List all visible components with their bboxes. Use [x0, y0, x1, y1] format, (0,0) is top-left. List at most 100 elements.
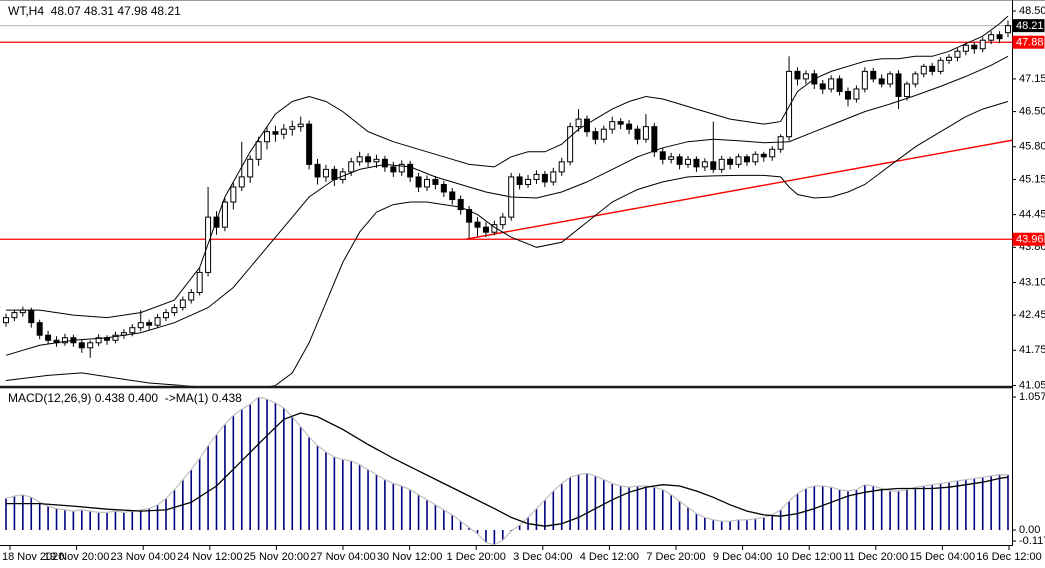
bull-candle-body [912, 73, 919, 85]
bull-candle-body [954, 50, 961, 58]
macd-axis-label: -0.117 [1019, 535, 1045, 547]
candle [912, 71, 919, 88]
bear-candle-body [415, 176, 422, 188]
bull-candle-body [297, 123, 304, 128]
bear-candle-body [693, 158, 700, 168]
bull-candle-body [802, 73, 809, 80]
candle [390, 161, 397, 177]
candle [432, 175, 439, 190]
candle [264, 126, 271, 150]
bear-candle-body [634, 128, 641, 140]
candle [567, 122, 574, 166]
bear-candle-body [760, 153, 767, 158]
candle [903, 81, 910, 101]
candle [1004, 20, 1011, 38]
candle [297, 116, 304, 132]
candle [979, 37, 986, 53]
bear-candle-body [306, 123, 313, 165]
bull-candle-body [179, 299, 186, 309]
price-axis[interactable] [1012, 0, 1045, 546]
candle [887, 71, 894, 88]
candle [836, 75, 843, 96]
bear-candle-body [878, 78, 885, 85]
candle [449, 187, 456, 205]
candle [954, 48, 961, 62]
bear-candle-body [449, 191, 456, 201]
trend-line [465, 139, 1012, 240]
bear-candle-body [390, 166, 397, 173]
candle [3, 313, 9, 327]
candle [45, 330, 52, 345]
time-axis-label: 19 Nov 20:00 [44, 551, 109, 563]
candle [710, 121, 717, 173]
candle [322, 164, 329, 182]
macd-info-label: MACD(12,26,9) 0.438 0.400 ->MA(1) 0.438 [8, 391, 242, 405]
bull-candle-body [255, 141, 262, 160]
price-axis-label: 43.10 [1019, 276, 1045, 288]
bull-candle-body [348, 161, 355, 173]
macd-axis-label: 1.057 [1019, 391, 1045, 403]
bear-candle-body [213, 216, 220, 228]
bear-candle-body [819, 83, 826, 90]
bear-candle-body [845, 90, 851, 100]
bull-candle-body [786, 70, 793, 138]
current-price-badge: 48.21 [1012, 19, 1045, 33]
candle [550, 167, 557, 186]
bull-candle-body [289, 126, 296, 130]
macd-axis-label: 0.00 [1019, 524, 1040, 536]
candle [306, 120, 313, 170]
candle [541, 170, 548, 187]
bull-candle-body [937, 59, 944, 72]
candle [853, 85, 860, 103]
candle [777, 134, 784, 153]
bear-candle-body [314, 163, 321, 178]
bull-candle-body [979, 39, 986, 50]
bear-candle-body [870, 70, 877, 80]
bull-candle-body [946, 56, 953, 61]
candle [221, 198, 228, 232]
candle [558, 157, 565, 176]
price-axis-label: 44.45 [1019, 209, 1045, 221]
bull-candle-body [398, 163, 405, 173]
candle [861, 67, 868, 93]
candle [878, 74, 885, 88]
bear-candle-body [432, 178, 439, 185]
time-axis[interactable] [0, 546, 1045, 568]
candle [188, 288, 195, 304]
bull-candle-body [87, 342, 94, 349]
candle [314, 158, 321, 185]
bull-candle-body [668, 156, 675, 160]
bollinger-middle-band [5, 55, 1009, 356]
bear-candle-body [996, 34, 1003, 40]
candle [230, 182, 237, 210]
bear-candle-body [971, 44, 978, 50]
bear-candle-body [676, 156, 683, 165]
main-chart-panel[interactable] [0, 0, 1012, 386]
candle [895, 70, 902, 110]
candle [424, 175, 430, 191]
candle [482, 222, 489, 238]
bull-candle-body [575, 118, 582, 128]
macd-panel[interactable] [0, 388, 1012, 545]
price-axis-label: 48.50 [1019, 5, 1045, 17]
candle [693, 156, 700, 172]
bear-candle-body [541, 173, 548, 183]
bear-candle-body [28, 309, 35, 324]
bull-candle-body [196, 271, 203, 294]
bear-candle-body [331, 168, 338, 180]
candle [786, 56, 793, 141]
candle [516, 173, 523, 190]
candle [659, 147, 666, 165]
bull-candle-body [137, 322, 144, 329]
bull-candle-body [238, 176, 245, 188]
price-axis-label: 45.80 [1019, 141, 1045, 153]
candle [280, 124, 287, 140]
symbol-info-line: WT,H4 48.07 48.31 47.98 48.21 [8, 4, 181, 18]
candle [609, 116, 616, 134]
price-axis-label: 42.45 [1019, 309, 1045, 321]
time-axis-label: 4 Dec 12:00 [580, 551, 639, 563]
bull-candle-body [373, 158, 380, 163]
bull-candle-body [550, 171, 557, 183]
price-axis-label: 41.75 [1019, 344, 1045, 356]
